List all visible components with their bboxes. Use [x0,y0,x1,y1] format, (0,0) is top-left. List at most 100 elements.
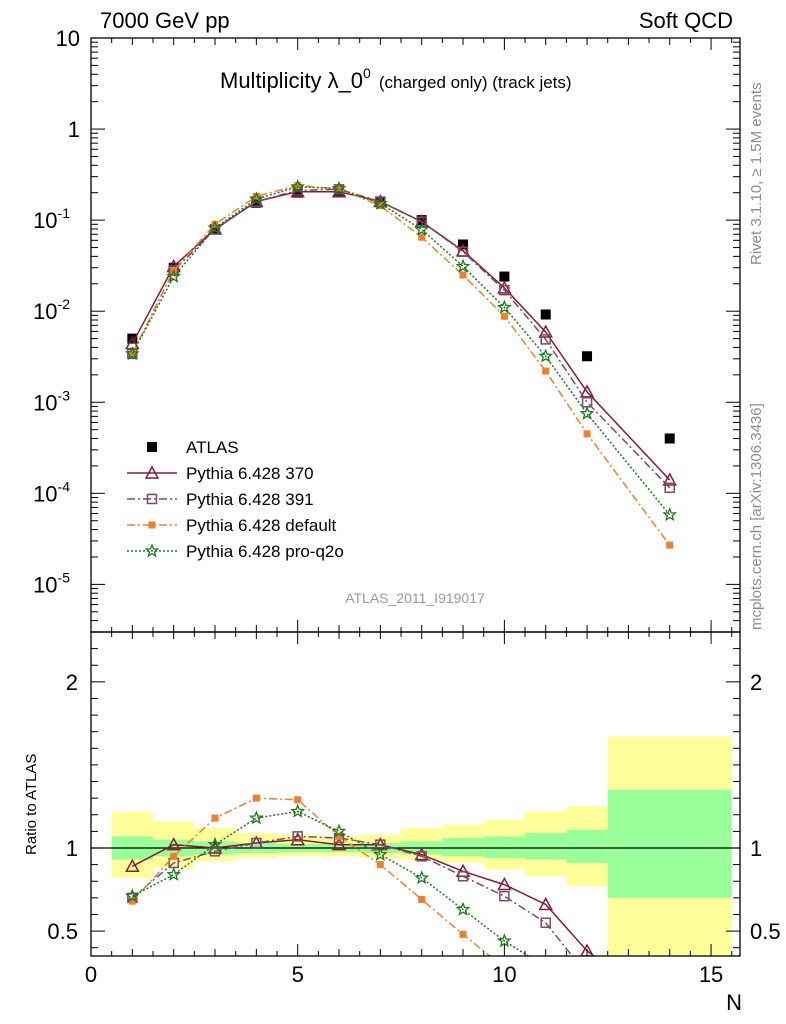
data-point [414,221,430,236]
y-tick-label: 10 [56,26,80,51]
plot-title-sup: 0 [363,65,371,81]
legend-entry: Pythia 6.428 370 [127,464,314,483]
data-point [207,220,223,235]
uncertainty-bands [111,736,732,956]
data-point [248,191,264,206]
plot-title: Multiplicity λ_00 (charged only) (track j… [220,65,572,93]
data-point [292,831,303,842]
data-point [664,482,675,494]
y-tick-label: 0.5 [47,919,78,944]
data-point [207,836,223,851]
data-point [497,933,512,948]
y-tick-label: 10-3 [33,387,70,415]
data-point [418,896,426,904]
x-tick-label: 10 [492,962,516,987]
legend-label: Pythia 6.428 370 [186,464,314,483]
legend-marker [147,442,157,452]
data-point [662,472,677,486]
analysis-id: ATLAS_2011_I919017 [345,590,485,606]
data-point [540,309,551,320]
plot-title-main: Multiplicity λ_0 [220,68,363,93]
data-point [335,185,343,193]
data-point [457,246,469,257]
series-main-0 [127,185,675,444]
legend-label: Pythia 6.428 391 [186,490,314,509]
data-point [414,870,430,885]
y-tick-label: 10-5 [33,569,70,597]
data-point [499,284,510,296]
data-point [331,823,347,838]
series-ratio-2 [128,794,492,956]
data-point [662,507,678,522]
data-point [331,837,347,851]
y-tick-label: 1 [68,117,80,142]
energy-label: 7000 GeV pp [100,8,230,33]
data-point [290,803,306,818]
data-point [455,258,471,273]
data-point [538,896,553,911]
data-point [579,405,595,420]
data-point [125,858,140,873]
axes [90,37,741,957]
band-green-11 [566,829,608,863]
y-tick-label-right: 2 [750,670,762,695]
legend-entry: Pythia 6.428 pro-q2o [127,542,344,561]
data-point [331,180,347,195]
series-line [131,797,492,956]
series-line [131,186,671,516]
data-point [251,837,262,849]
data-point [459,271,467,279]
data-point [583,430,591,438]
legend-entry: ATLAS [147,438,239,457]
data-point [497,299,512,314]
legend: ATLAS Pythia 6.428 370 Pythia 6.428 391 Pyt… [127,438,344,561]
data-point [292,187,303,198]
data-point [582,351,593,362]
y-tick-label: 10-4 [33,478,70,506]
data-point [416,851,427,862]
legend-entry: Pythia 6.428 391 [127,490,314,509]
data-point [497,876,512,891]
data-point [459,930,467,938]
legend-marker [146,493,158,505]
legend-marker [148,521,156,529]
data-point [579,384,595,398]
band-green-8 [442,838,484,857]
data-point [580,943,594,956]
x-axis-label: N [726,990,742,1015]
data-point [294,182,302,190]
legend-marker [144,465,160,479]
data-point [166,268,182,283]
x-tick-label: 15 [699,962,723,987]
data-point [290,178,306,194]
data-point [294,796,302,804]
axis-ticks: 0 5 10 15 10 1 10-1 10-2 10-3 10-4 10-5 0.5 0.5 1 1 2 2 [33,26,781,987]
legend-label: Pythia 6.428 pro-q2o [186,542,344,561]
data-point [540,334,551,345]
data-point [166,837,181,851]
series-line [131,188,671,489]
data-point [500,312,508,320]
band-green-9 [483,836,526,858]
y-tick-label: 1 [66,836,78,861]
data-point [416,216,427,227]
x-tick-label: 5 [292,962,304,987]
data-point [376,861,384,869]
data-point [540,917,551,929]
data-point [170,852,178,860]
data-point [414,847,429,861]
legend-entry: Pythia 6.428 default [127,516,337,535]
ratio-frame [90,631,741,957]
y-tick-label: 10-1 [33,205,70,233]
data-point [538,324,553,338]
data-point [248,810,264,825]
data-point [128,897,136,905]
process-label: Soft QCD [639,8,733,33]
data-point [416,215,427,226]
data-point [497,280,512,294]
y-tick-label: 10-2 [33,296,70,324]
legend-marker [144,543,160,558]
y-tick-label: 2 [66,670,78,695]
y-tick-label-right: 0.5 [750,919,781,944]
